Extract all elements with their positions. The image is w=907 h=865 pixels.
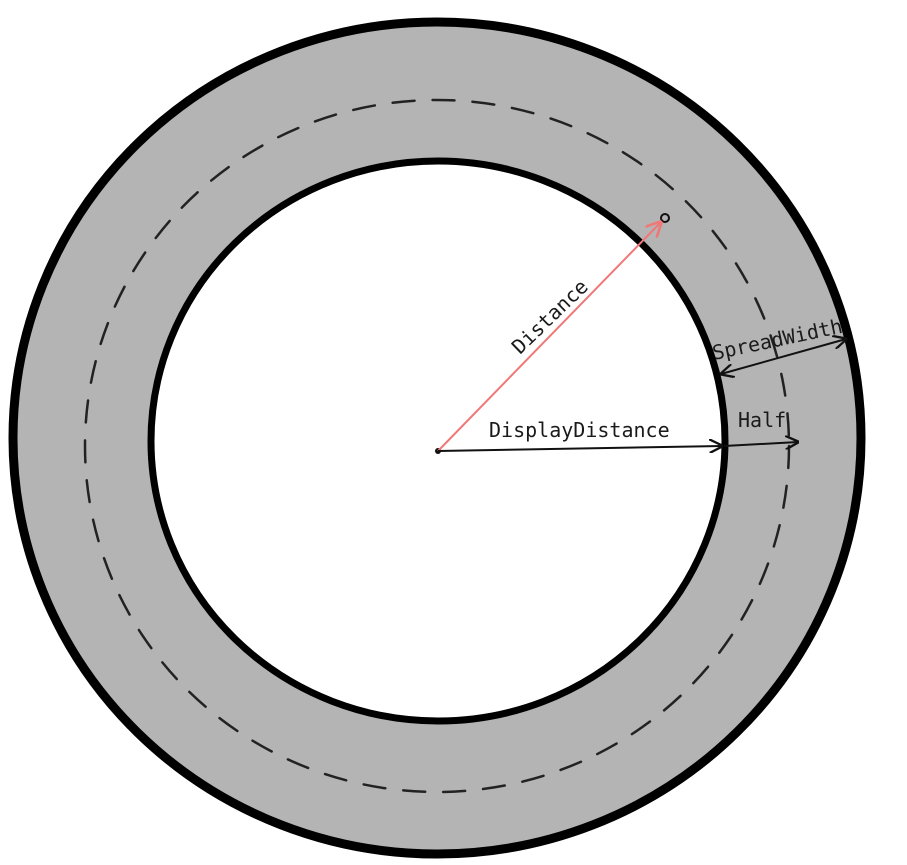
spread-width-arrow <box>721 339 846 374</box>
display-distance-arrow <box>437 446 722 451</box>
inner-circle <box>147 157 729 725</box>
display-distance-label: DisplayDistance <box>489 418 670 442</box>
target-point <box>660 213 670 223</box>
half-arrow <box>723 442 798 446</box>
distance-arrow <box>437 222 661 452</box>
half-label: Half <box>738 408 786 432</box>
